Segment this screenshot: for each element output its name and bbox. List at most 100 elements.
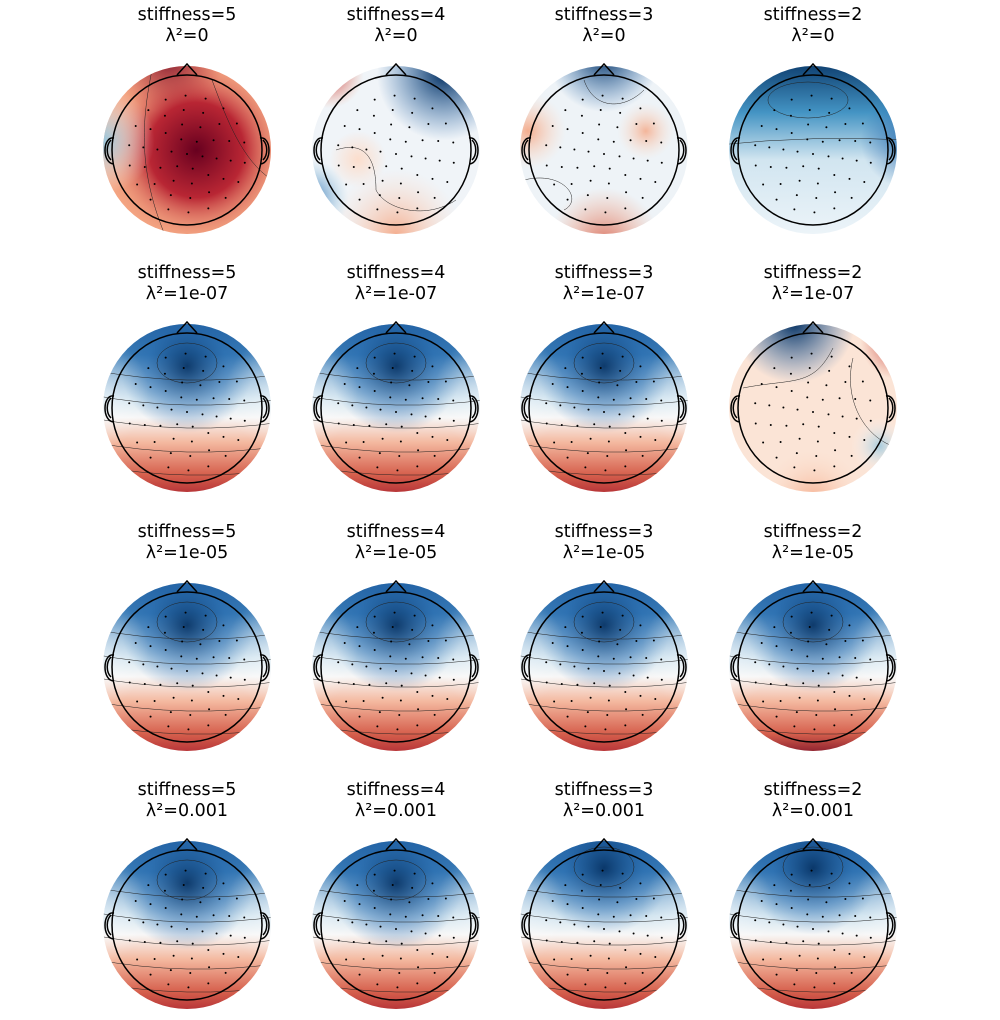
electrode-dot (754, 919, 757, 922)
electrode-dot (827, 930, 830, 933)
electrode-dot (817, 425, 820, 428)
electrode-dot (438, 159, 441, 162)
electrode-dot (176, 940, 179, 943)
electrode-dot (128, 422, 131, 425)
topomap (520, 579, 688, 751)
head-outline (111, 74, 263, 226)
electrode-dot (393, 94, 396, 97)
topomap (312, 837, 480, 1009)
electrode-dot (417, 966, 420, 969)
electrode-dot (551, 900, 554, 903)
electrode-dot (641, 971, 644, 974)
left-ear-outline (730, 654, 741, 682)
electrode-dot (237, 438, 240, 441)
electrode-dot (396, 986, 399, 989)
electrode-dot (807, 898, 810, 901)
electrode-dot (167, 208, 170, 211)
electrode-dot (159, 424, 162, 427)
electrode-dot (621, 872, 624, 875)
electrode-dot (790, 98, 793, 101)
electrode-dot (848, 694, 851, 697)
electrode-dot (164, 131, 167, 134)
stiffness-label: stiffness=3 (554, 780, 654, 800)
electrode-dot (604, 211, 607, 214)
electrode-markers (337, 869, 455, 989)
electrode-dot (404, 140, 407, 143)
electrode-dot (769, 424, 772, 427)
electrode-dot (400, 942, 403, 945)
electrode-dot (351, 921, 354, 924)
electrode-dot (385, 423, 388, 426)
electrode-dot (182, 625, 185, 628)
electrode-dot (356, 109, 359, 112)
electrode-dot (782, 665, 785, 668)
head-outline (111, 591, 263, 743)
electrode-dot (608, 167, 611, 170)
electrode-dot (149, 456, 152, 459)
electrode-dot (773, 626, 776, 629)
electrode-dot (645, 656, 648, 659)
electrode-dot (187, 211, 190, 214)
electrode-dot (400, 425, 403, 428)
head-outline (737, 74, 889, 226)
electrode-dot (427, 639, 430, 642)
electrode-dot (769, 683, 772, 686)
electrode-dot (559, 146, 562, 149)
electrode-dot (452, 658, 455, 661)
electrode-dot (153, 958, 156, 961)
electrode-dot (635, 380, 638, 383)
electrode-dot (827, 672, 830, 675)
electrode-dot (629, 656, 632, 659)
electrode-dot (773, 367, 776, 370)
electrode-dot (789, 631, 792, 634)
topomap-field (520, 841, 688, 1009)
electrode-markers (128, 611, 246, 731)
electrode-dot (416, 207, 419, 210)
right-ear-outline (259, 395, 270, 423)
electrode-dot (431, 694, 434, 697)
topomap-panel: stiffness=4 λ²=1e-05 (286, 522, 506, 762)
electrode-dot (813, 211, 816, 214)
electrode-dot (621, 614, 624, 617)
electrode-dot (163, 114, 166, 117)
electrode-dot (848, 435, 851, 438)
electrode-dot (838, 397, 841, 400)
electrode-dot (385, 682, 388, 685)
electrode-dot (128, 402, 131, 405)
electrode-dot (639, 107, 642, 110)
electrode-dot (854, 397, 857, 400)
topomap-panel: stiffness=2 λ²=1e-05 (703, 522, 923, 762)
panel-title: stiffness=2 λ²=1e-05 (703, 522, 923, 564)
electrode-dot (393, 611, 396, 614)
electrode-dot (754, 402, 757, 405)
electrode-dot (576, 166, 579, 169)
electrode-dot (861, 897, 864, 900)
electrode-dot (619, 369, 622, 372)
lambda-label: λ²=0 (791, 26, 835, 46)
electrode-dot (208, 966, 211, 969)
electrode-dot (385, 165, 388, 168)
electrode-dot (365, 406, 368, 409)
electrode-dot (163, 631, 166, 634)
electrode-dot (431, 435, 434, 438)
electrode-dot (608, 425, 611, 428)
electrode-dot (399, 699, 402, 702)
electrode-dot (444, 897, 447, 900)
electrode-dot (834, 449, 837, 452)
electrode-dot (612, 657, 615, 660)
electrode-dot (229, 417, 232, 420)
electrode-dot (863, 438, 866, 441)
electrode-dot (775, 386, 778, 389)
electrode-dot (411, 628, 414, 631)
electrode-dot (624, 174, 627, 177)
electrode-dot (760, 642, 763, 645)
topomap (312, 62, 480, 234)
electrode-dot (855, 934, 858, 937)
electrode-dot (191, 942, 194, 945)
electrode-dot (433, 713, 436, 716)
electrode-dot (601, 94, 604, 97)
electrode-dot (343, 642, 346, 645)
electrode-dot (164, 98, 167, 101)
electrode-dot (149, 198, 152, 201)
right-ear-outline (676, 137, 687, 165)
